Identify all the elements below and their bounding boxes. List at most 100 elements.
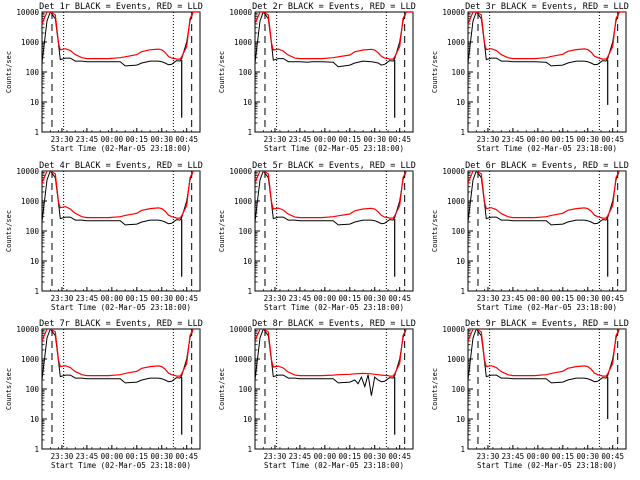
x-tick-label: 00:15 <box>339 452 362 461</box>
y-tick-label: 100 <box>25 385 39 394</box>
plot-frame <box>254 328 414 450</box>
y-tick-label: 10 <box>243 415 253 424</box>
y-tick-label: 1 <box>247 128 252 137</box>
events-series-line <box>42 12 200 67</box>
x-tick-label: 23:30 <box>477 294 500 303</box>
x-tick-label: 00:45 <box>601 452 624 461</box>
chart-panel-det2r: Det 2r BLACK = Events, RED = LLD 1 10 100 10… <box>218 2 416 153</box>
y-tick-label: 1 <box>460 445 465 454</box>
lld-series-line <box>468 329 626 377</box>
x-axis-label: Start Time (02-Mar-05 23:18:00) <box>264 144 404 153</box>
x-tick-label: 00:45 <box>175 294 198 303</box>
y-tick-label: 1 <box>34 445 39 454</box>
y-tick-label: 100 <box>238 68 252 77</box>
y-tick-label: 1000 <box>447 355 466 364</box>
x-tick-label: 00:45 <box>388 452 411 461</box>
x-tick-label: 00:15 <box>126 294 149 303</box>
y-tick-label: 10 <box>243 257 253 266</box>
y-tick-label: 10 <box>456 98 466 107</box>
events-series-line <box>42 329 200 384</box>
x-tick-label: 00:00 <box>527 135 550 144</box>
plot-data-area <box>468 329 626 449</box>
chart-panel-det8r: Det 8r BLACK = Events, RED = LLD 1 10 100 10… <box>218 319 416 470</box>
y-axis-label: Counts/sec <box>431 51 439 93</box>
x-tick-label: 00:30 <box>576 452 599 461</box>
y-tick-label: 10 <box>30 257 40 266</box>
x-tick-label: 00:00 <box>101 452 124 461</box>
chart-title: Det 5r BLACK = Events, RED = LLD <box>252 161 416 171</box>
plot-data-area <box>42 329 200 449</box>
x-tick-label: 00:15 <box>126 135 149 144</box>
y-tick-label: 10000 <box>16 325 39 334</box>
x-tick-label: 23:30 <box>264 452 287 461</box>
x-tick-label: 23:30 <box>51 135 74 144</box>
x-tick-label: 23:45 <box>289 294 312 303</box>
lld-series-line <box>255 12 413 60</box>
x-tick-label: 00:30 <box>576 135 599 144</box>
y-tick-label: 10000 <box>229 325 252 334</box>
y-tick-label: 10 <box>30 98 40 107</box>
events-series-line <box>255 329 413 396</box>
plot-data-area <box>42 12 200 132</box>
y-tick-label: 10000 <box>229 8 252 17</box>
plot-data-area <box>255 329 413 449</box>
y-tick-label: 10000 <box>229 167 252 176</box>
y-tick-label: 10000 <box>442 325 465 334</box>
x-tick-label: 23:30 <box>51 452 74 461</box>
x-tick-label: 23:45 <box>502 294 525 303</box>
x-axis-label: Start Time (02-Mar-05 23:18:00) <box>477 461 617 470</box>
plot-frame <box>467 328 627 450</box>
x-tick-label: 00:45 <box>388 135 411 144</box>
lld-series-line <box>42 12 200 60</box>
x-axis-label: Start Time (02-Mar-05 23:18:00) <box>477 303 617 312</box>
x-tick-label: 00:30 <box>363 452 386 461</box>
y-tick-label: 10000 <box>442 8 465 17</box>
y-axis-label: Counts/sec <box>218 368 226 410</box>
x-tick-label: 23:45 <box>76 452 99 461</box>
plot-frame <box>467 170 627 292</box>
chart-title: Det 6r BLACK = Events, RED = LLD <box>465 161 629 171</box>
x-axis-label: Start Time (02-Mar-05 23:18:00) <box>51 303 191 312</box>
x-tick-label: 00:00 <box>101 294 124 303</box>
y-tick-label: 10 <box>456 415 466 424</box>
lld-series-line <box>468 12 626 60</box>
lld-series-line <box>468 171 626 219</box>
x-tick-label: 00:30 <box>150 135 173 144</box>
plot-frame <box>41 328 201 450</box>
y-tick-label: 100 <box>25 227 39 236</box>
x-tick-label: 00:45 <box>601 135 624 144</box>
x-tick-label: 00:30 <box>150 294 173 303</box>
y-axis-label: Counts/sec <box>431 368 439 410</box>
chart-title: Det 8r BLACK = Events, RED = LLD <box>252 319 416 329</box>
plot-data-area <box>255 12 413 132</box>
y-tick-label: 100 <box>238 227 252 236</box>
x-tick-label: 23:30 <box>264 294 287 303</box>
x-tick-label: 00:45 <box>601 294 624 303</box>
x-tick-label: 00:45 <box>388 294 411 303</box>
x-axis-label: Start Time (02-Mar-05 23:18:00) <box>477 144 617 153</box>
plot-frame <box>41 170 201 292</box>
x-tick-label: 23:30 <box>477 135 500 144</box>
x-tick-label: 23:45 <box>76 135 99 144</box>
x-tick-label: 00:45 <box>175 452 198 461</box>
x-tick-label: 23:45 <box>502 452 525 461</box>
chart-panel-det7r: Det 7r BLACK = Events, RED = LLD 1 10 100 10… <box>5 319 203 470</box>
y-tick-label: 100 <box>451 227 465 236</box>
chart-panel-det3r: Det 3r BLACK = Events, RED = LLD 1 10 100 10… <box>431 2 629 153</box>
plot-frame <box>254 170 414 292</box>
y-tick-label: 1000 <box>21 197 40 206</box>
y-tick-label: 10 <box>243 98 253 107</box>
y-tick-label: 10000 <box>16 167 39 176</box>
y-tick-label: 100 <box>25 68 39 77</box>
x-tick-label: 00:15 <box>552 294 575 303</box>
chart-title: Det 1r BLACK = Events, RED = LLD <box>39 2 203 12</box>
x-tick-label: 00:30 <box>363 135 386 144</box>
chart-title: Det 3r BLACK = Events, RED = LLD <box>465 2 629 12</box>
y-tick-label: 1 <box>247 287 252 296</box>
y-tick-label: 1000 <box>447 38 466 47</box>
chart-panel-det1r: Det 1r BLACK = Events, RED = LLD 1 10 100 10… <box>5 2 203 153</box>
x-tick-label: 00:15 <box>552 452 575 461</box>
x-tick-label: 23:30 <box>51 294 74 303</box>
y-tick-label: 1000 <box>234 355 253 364</box>
